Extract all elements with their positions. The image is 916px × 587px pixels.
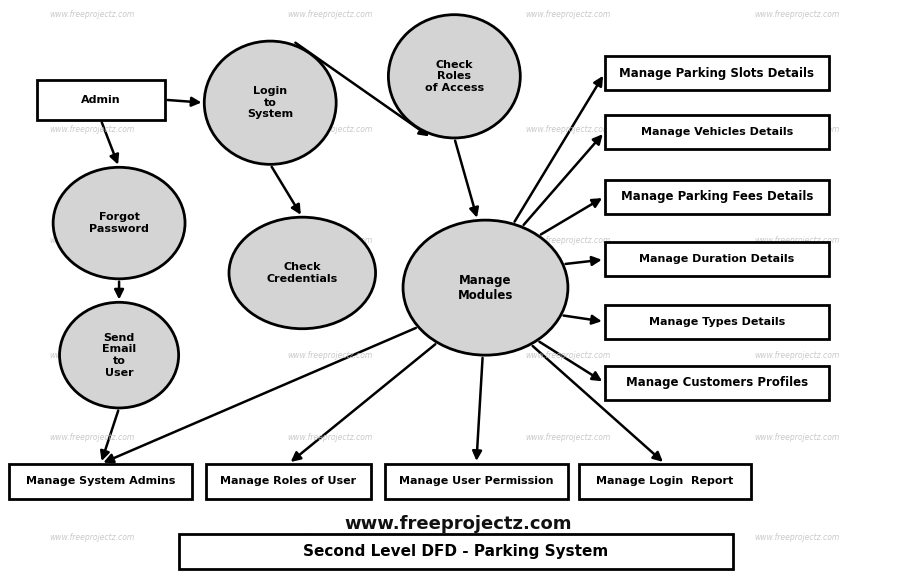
Text: Manage Login  Report: Manage Login Report: [596, 476, 734, 487]
Text: Manage Types Details: Manage Types Details: [649, 316, 785, 327]
Text: Manage
Modules: Manage Modules: [458, 274, 513, 302]
Text: www.freeprojectz.com: www.freeprojectz.com: [49, 236, 135, 245]
Text: Manage Duration Details: Manage Duration Details: [639, 254, 794, 265]
Text: Second Level DFD - Parking System: Second Level DFD - Parking System: [303, 544, 608, 559]
Ellipse shape: [388, 15, 520, 138]
Bar: [206, 464, 371, 499]
Bar: [605, 56, 829, 90]
Text: www.freeprojectz.com: www.freeprojectz.com: [525, 10, 611, 19]
Text: Manage Parking Fees Details: Manage Parking Fees Details: [620, 190, 813, 203]
Text: www.freeprojectz.com: www.freeprojectz.com: [525, 532, 611, 542]
Text: www.freeprojectz.com: www.freeprojectz.com: [525, 236, 611, 245]
Text: www.freeprojectz.com: www.freeprojectz.com: [49, 124, 135, 134]
Text: Manage Customers Profiles: Manage Customers Profiles: [626, 376, 808, 389]
Bar: [179, 534, 733, 569]
Text: www.freeprojectz.com: www.freeprojectz.com: [344, 515, 572, 532]
Bar: [605, 242, 829, 276]
Text: Check
Credentials: Check Credentials: [267, 262, 338, 284]
Text: www.freeprojectz.com: www.freeprojectz.com: [754, 124, 840, 134]
Text: Forgot
Password: Forgot Password: [89, 212, 149, 234]
Text: www.freeprojectz.com: www.freeprojectz.com: [287, 236, 373, 245]
Ellipse shape: [229, 217, 376, 329]
Text: Check
Roles
of Access: Check Roles of Access: [425, 60, 484, 93]
Text: Manage Roles of User: Manage Roles of User: [221, 476, 356, 487]
Text: www.freeprojectz.com: www.freeprojectz.com: [49, 532, 135, 542]
Text: Login
to
System: Login to System: [247, 86, 293, 119]
Bar: [605, 366, 829, 400]
Text: www.freeprojectz.com: www.freeprojectz.com: [287, 433, 373, 442]
Text: www.freeprojectz.com: www.freeprojectz.com: [49, 10, 135, 19]
Bar: [37, 80, 165, 120]
Bar: [605, 180, 829, 214]
Text: Manage Vehicles Details: Manage Vehicles Details: [640, 127, 793, 137]
Text: Manage User Permission: Manage User Permission: [399, 476, 553, 487]
Text: Send
Email
to
User: Send Email to User: [102, 333, 136, 377]
Text: www.freeprojectz.com: www.freeprojectz.com: [287, 10, 373, 19]
Ellipse shape: [53, 167, 185, 279]
Text: www.freeprojectz.com: www.freeprojectz.com: [49, 350, 135, 360]
Text: www.freeprojectz.com: www.freeprojectz.com: [754, 433, 840, 442]
Bar: [9, 464, 192, 499]
Text: www.freeprojectz.com: www.freeprojectz.com: [287, 350, 373, 360]
Text: www.freeprojectz.com: www.freeprojectz.com: [525, 433, 611, 442]
Ellipse shape: [204, 41, 336, 164]
Text: www.freeprojectz.com: www.freeprojectz.com: [525, 350, 611, 360]
Text: www.freeprojectz.com: www.freeprojectz.com: [49, 433, 135, 442]
Bar: [605, 115, 829, 149]
Text: www.freeprojectz.com: www.freeprojectz.com: [287, 532, 373, 542]
Bar: [605, 305, 829, 339]
Text: www.freeprojectz.com: www.freeprojectz.com: [754, 10, 840, 19]
Text: www.freeprojectz.com: www.freeprojectz.com: [287, 124, 373, 134]
Text: www.freeprojectz.com: www.freeprojectz.com: [754, 236, 840, 245]
Text: www.freeprojectz.com: www.freeprojectz.com: [525, 124, 611, 134]
Text: Manage Parking Slots Details: Manage Parking Slots Details: [619, 67, 814, 80]
Bar: [579, 464, 751, 499]
Bar: [385, 464, 568, 499]
Text: www.freeprojectz.com: www.freeprojectz.com: [754, 532, 840, 542]
Ellipse shape: [60, 302, 179, 408]
Text: www.freeprojectz.com: www.freeprojectz.com: [754, 350, 840, 360]
Text: Manage System Admins: Manage System Admins: [26, 476, 176, 487]
Ellipse shape: [403, 220, 568, 355]
Text: Admin: Admin: [81, 95, 121, 105]
